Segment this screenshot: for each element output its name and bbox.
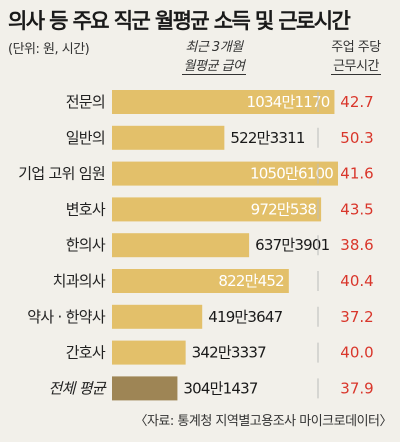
salary-bar [112, 125, 225, 150]
category-label: 한의사 [66, 236, 106, 254]
salary-value-label: 1050만6100 [250, 165, 333, 183]
hours-value-label: 41.6 [340, 165, 373, 183]
category-label: 간호사 [66, 344, 106, 362]
salary-bar [112, 233, 250, 258]
category-label: 치과의사 [53, 272, 106, 290]
hours-column-header: 주업 주당 근무시간 [316, 38, 396, 76]
category-label: 기업 고위 임원 [18, 165, 105, 183]
salary-value-label: 972만538 [251, 200, 317, 218]
hours-value-label: 50.3 [340, 129, 373, 147]
salary-column-header: 최근 3개월 월평균 급여 [120, 38, 308, 76]
hours-header-line1: 주업 주당 [331, 40, 381, 55]
source-note: 〈자료: 통계청 지역별고용조사 마이크로데이터〉 [134, 414, 392, 429]
hours-value-label: 40.0 [340, 344, 373, 362]
hours-value-label: 42.7 [340, 93, 373, 111]
salary-bar [112, 197, 322, 222]
salary-value-label: 822만452 [218, 272, 284, 290]
salary-bar [112, 376, 178, 401]
hours-value-label: 43.5 [340, 200, 373, 218]
category-label: 전체 평균 [49, 379, 107, 397]
category-label: 변호사 [66, 200, 106, 218]
salary-header-line1: 최근 3개월 [185, 40, 243, 55]
hours-value-label: 37.9 [340, 379, 373, 397]
hours-value-label: 38.6 [340, 236, 373, 254]
salary-value-label: 1034만1170 [246, 93, 329, 111]
salary-value-label: 304만1437 [183, 379, 257, 397]
hours-header-line2: 근무시간 [331, 59, 381, 75]
salary-bar [112, 340, 186, 365]
salary-value-label: 637만3901 [255, 236, 329, 254]
hours-value-label: 40.4 [340, 272, 373, 290]
category-label: 약사 · 한약사 [27, 308, 106, 326]
category-label: 일반의 [66, 129, 105, 147]
unit-label: (단위: 원, 시간) [8, 42, 90, 57]
salary-header-line2: 월평균 급여 [181, 59, 247, 75]
salary-bar [112, 161, 338, 186]
salary-value-label: 342만3337 [192, 344, 266, 362]
salary-bar [112, 269, 289, 293]
salary-bar [112, 304, 203, 329]
hours-value-label: 37.2 [340, 308, 373, 326]
category-label: 전문의 [66, 93, 105, 111]
salary-bar [112, 90, 335, 114]
salary-value-label: 419만3647 [208, 308, 282, 326]
chart-title: 의사 등 주요 직군 월평균 소득 및 근로시간 [8, 9, 351, 33]
salary-value-label: 522만3311 [230, 129, 304, 147]
